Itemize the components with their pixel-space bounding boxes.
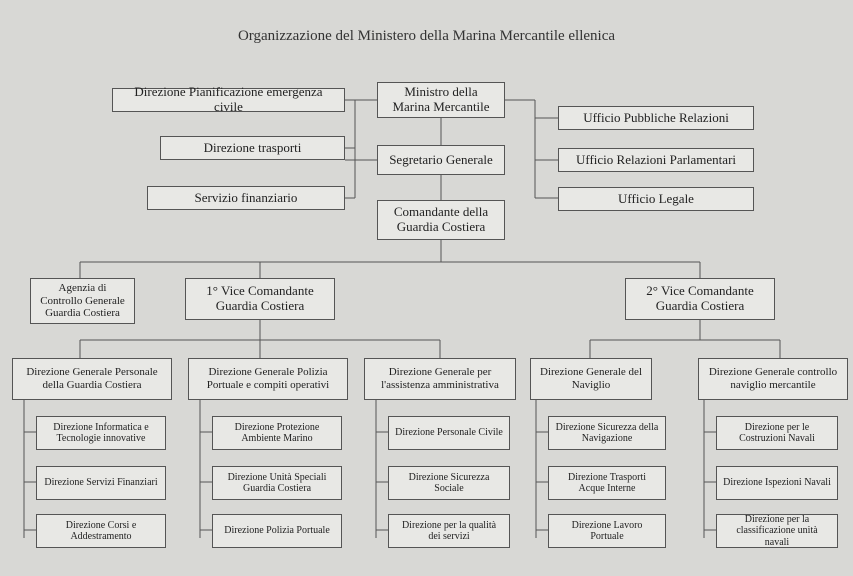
node-uff-rp: Ufficio Relazioni Parlamentari — [558, 148, 754, 172]
node-vice2: 2° Vice Comandante Guardia Costiera — [625, 278, 775, 320]
node-d-corsi: Direzione Corsi e Addestramento — [36, 514, 166, 548]
node-d-costruzioni: Direzione per le Costruzioni Navali — [716, 416, 838, 450]
node-ministro: Ministro della Marina Mercantile — [377, 82, 505, 118]
node-dg-polizia: Direzione Generale Polizia Portuale e co… — [188, 358, 348, 400]
node-d-traspacq: Direzione Trasporti Acque Interne — [548, 466, 666, 500]
node-d-info: Direzione Informatica e Tecnologie innov… — [36, 416, 166, 450]
node-servizio-finanziario: Servizio finanziario — [147, 186, 345, 210]
node-uff-pr: Ufficio Pubbliche Relazioni — [558, 106, 754, 130]
node-uff-legale: Ufficio Legale — [558, 187, 754, 211]
node-dir-pianificazione: Direzione Pianificazione emergenza civil… — [112, 88, 345, 112]
node-d-sicsoc: Direzione Sicurezza Sociale — [388, 466, 510, 500]
node-d-qualita: Direzione per la qualità dei servizi — [388, 514, 510, 548]
chart-title: Organizzazione del Ministero della Marin… — [0, 0, 853, 45]
node-d-lavport: Direzione Lavoro Portuale — [548, 514, 666, 548]
node-d-ispezioni: Direzione Ispezioni Navali — [716, 466, 838, 500]
node-dir-trasporti: Direzione trasporti — [160, 136, 345, 160]
node-dg-amministrativa: Direzione Generale per l'assistenza ammi… — [364, 358, 516, 400]
node-d-persciv: Direzione Personale Civile — [388, 416, 510, 450]
node-d-sicnav: Direzione Sicurezza della Navigazione — [548, 416, 666, 450]
node-agenzia: Agenzia di Controllo Generale Guardia Co… — [30, 278, 135, 324]
node-segretario: Segretario Generale — [377, 145, 505, 175]
node-d-servfin: Direzione Servizi Finanziari — [36, 466, 166, 500]
node-dg-personale: Direzione Generale Personale della Guard… — [12, 358, 172, 400]
node-vice1: 1° Vice Comandante Guardia Costiera — [185, 278, 335, 320]
node-d-ambiente: Direzione Protezione Ambiente Marino — [212, 416, 342, 450]
node-dg-mercantile: Direzione Generale controllo naviglio me… — [698, 358, 848, 400]
node-dg-naviglio: Direzione Generale del Naviglio — [530, 358, 652, 400]
node-d-polport: Direzione Polizia Portuale — [212, 514, 342, 548]
node-d-classificazione: Direzione per la classificazione unità n… — [716, 514, 838, 548]
node-d-unita: Direzione Unità Speciali Guardia Costier… — [212, 466, 342, 500]
node-comandante: Comandante della Guardia Costiera — [377, 200, 505, 240]
